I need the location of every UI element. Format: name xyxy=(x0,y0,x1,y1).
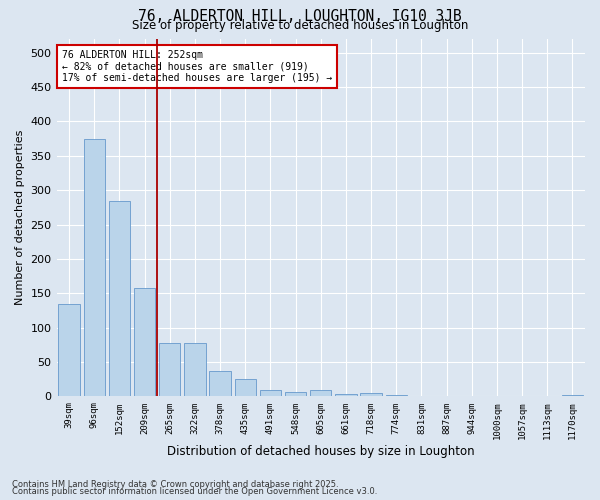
Text: Contains public sector information licensed under the Open Government Licence v3: Contains public sector information licen… xyxy=(12,487,377,496)
Bar xyxy=(386,395,407,396)
Bar xyxy=(260,390,281,396)
Bar xyxy=(159,343,181,396)
Bar xyxy=(310,390,331,396)
Text: Contains HM Land Registry data © Crown copyright and database right 2025.: Contains HM Land Registry data © Crown c… xyxy=(12,480,338,489)
Bar xyxy=(235,378,256,396)
Bar xyxy=(184,343,206,396)
Bar xyxy=(285,392,307,396)
Text: 76, ALDERTON HILL, LOUGHTON, IG10 3JB: 76, ALDERTON HILL, LOUGHTON, IG10 3JB xyxy=(138,9,462,24)
Bar xyxy=(361,393,382,396)
Bar xyxy=(58,304,80,396)
Text: 76 ALDERTON HILL: 252sqm
← 82% of detached houses are smaller (919)
17% of semi-: 76 ALDERTON HILL: 252sqm ← 82% of detach… xyxy=(62,50,332,83)
Bar xyxy=(209,371,231,396)
X-axis label: Distribution of detached houses by size in Loughton: Distribution of detached houses by size … xyxy=(167,444,475,458)
Bar xyxy=(562,395,583,396)
Bar xyxy=(83,138,105,396)
Bar xyxy=(134,288,155,397)
Y-axis label: Number of detached properties: Number of detached properties xyxy=(15,130,25,306)
Text: Size of property relative to detached houses in Loughton: Size of property relative to detached ho… xyxy=(132,19,468,32)
Bar xyxy=(109,200,130,396)
Bar xyxy=(335,394,356,396)
